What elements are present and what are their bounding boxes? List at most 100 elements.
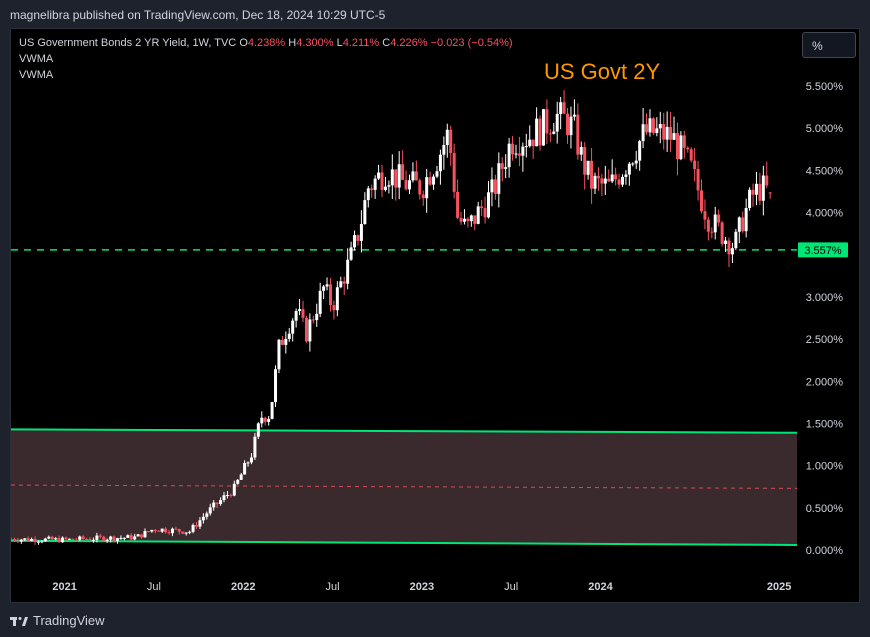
- candle: [724, 240, 728, 245]
- chart-frame[interactable]: 5.500% 5.000% 4.500% 4.000% 3.000% 2.500% 2.00…: [10, 28, 860, 603]
- scale-percent-button[interactable]: %: [802, 32, 856, 58]
- candle: [645, 124, 649, 133]
- candle: [521, 146, 525, 156]
- y-tick-label: 0.000%: [806, 545, 844, 557]
- candle: [445, 129, 449, 146]
- candle: [177, 529, 181, 532]
- candle: [641, 124, 645, 142]
- candle: [425, 177, 429, 199]
- candle: [531, 139, 535, 147]
- candle: [648, 118, 652, 133]
- zone-upper-line: [11, 428, 798, 434]
- x-tick-label: 2023: [410, 581, 434, 593]
- candle: [136, 534, 140, 537]
- candle: [339, 281, 343, 288]
- candle: [208, 507, 212, 514]
- candle: [102, 536, 106, 541]
- candle: [115, 538, 119, 541]
- candle: [734, 231, 738, 249]
- candle: [370, 188, 374, 190]
- candle: [730, 248, 734, 255]
- footer-brand[interactable]: TradingView: [10, 612, 105, 630]
- candle: [669, 126, 673, 140]
- candle: [109, 536, 113, 540]
- high-label: H: [288, 37, 297, 49]
- candle: [188, 531, 192, 533]
- candle: [432, 176, 436, 185]
- candle: [304, 317, 308, 342]
- indicator-vwma-2[interactable]: VWMA: [19, 69, 54, 81]
- candle: [693, 160, 697, 170]
- candle: [122, 537, 126, 539]
- candle: [81, 536, 85, 540]
- candle: [332, 305, 336, 311]
- candle: [514, 153, 518, 155]
- price-chart[interactable]: 5.500% 5.000% 4.500% 4.000% 3.000% 2.500% 2.00…: [11, 29, 859, 602]
- candle: [311, 319, 315, 321]
- candle: [373, 178, 377, 190]
- candle: [160, 528, 164, 532]
- candle: [349, 247, 353, 260]
- x-tick-label: Jul: [147, 581, 161, 593]
- candle: [572, 114, 576, 117]
- candle: [754, 183, 758, 195]
- candle: [562, 102, 566, 114]
- candle: [586, 160, 590, 175]
- symbol-title: US Government Bonds 2 YR Yield, 1W, TVC: [19, 37, 237, 49]
- candle: [748, 189, 752, 208]
- candle: [459, 217, 463, 222]
- candle: [428, 177, 432, 185]
- candle: [23, 538, 27, 540]
- candle: [438, 154, 442, 172]
- candle: [548, 133, 552, 135]
- candle: [600, 178, 604, 184]
- candle: [490, 179, 494, 193]
- candle: [98, 535, 102, 537]
- zone-mid-line: [11, 484, 798, 489]
- chart-annotation[interactable]: US Govt 2Y: [544, 59, 661, 84]
- candle: [195, 525, 199, 527]
- candle: [249, 457, 253, 463]
- indicator-vwma-1[interactable]: VWMA: [19, 53, 54, 65]
- candle: [744, 207, 748, 232]
- candle: [631, 163, 635, 165]
- candle: [462, 218, 466, 222]
- candle: [511, 143, 515, 155]
- candle: [566, 113, 570, 136]
- publisher-bar: magnelibra published on TradingView.com,…: [0, 0, 870, 28]
- candle: [284, 338, 288, 345]
- candle: [78, 536, 82, 540]
- y-tick-label: 2.000%: [806, 376, 844, 388]
- candle: [469, 215, 473, 222]
- candle: [675, 133, 679, 160]
- candle: [253, 436, 257, 458]
- candle: [383, 186, 387, 190]
- candle: [308, 319, 312, 342]
- candle: [634, 160, 638, 164]
- candle: [758, 183, 762, 201]
- x-tick-label: Jul: [504, 581, 518, 593]
- candle: [287, 333, 291, 339]
- candle: [12, 539, 16, 541]
- candle: [517, 153, 521, 156]
- candle: [95, 535, 99, 540]
- y-tick-label: 4.500%: [806, 165, 844, 177]
- change-value: −0.023 (−0.54%): [430, 37, 513, 49]
- candle: [184, 532, 188, 534]
- candle: [614, 174, 618, 180]
- y-tick-label: 1.500%: [806, 418, 844, 430]
- candle: [658, 123, 662, 129]
- candle: [112, 536, 116, 541]
- y-tick-label: 5.500%: [806, 81, 844, 93]
- candle: [157, 530, 161, 532]
- symbol-legend: US Government Bonds 2 YR Yield, 1W, TVC …: [19, 35, 513, 83]
- candle: [143, 531, 147, 538]
- candle: [54, 538, 58, 540]
- candle: [105, 539, 109, 541]
- candle: [524, 146, 528, 148]
- candle: [301, 309, 305, 318]
- candle: [727, 240, 731, 255]
- open-label: O: [239, 37, 248, 49]
- candle: [545, 109, 549, 134]
- candle: [401, 164, 405, 180]
